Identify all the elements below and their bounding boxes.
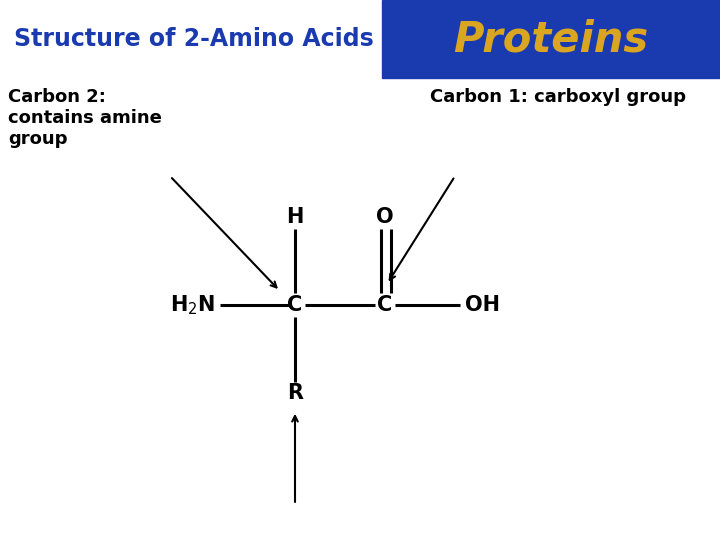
Text: Proteins: Proteins <box>453 18 649 60</box>
Text: O: O <box>376 207 394 227</box>
Text: C: C <box>287 295 302 315</box>
Text: Carbon 1: carboxyl group: Carbon 1: carboxyl group <box>430 88 686 106</box>
Text: OH: OH <box>465 295 500 315</box>
Text: H: H <box>287 207 304 227</box>
Text: Structure of 2-Amino Acids: Structure of 2-Amino Acids <box>14 27 374 51</box>
Text: C: C <box>377 295 392 315</box>
Text: Carbon 2:
contains amine
group: Carbon 2: contains amine group <box>8 88 162 147</box>
Text: R: R <box>287 383 303 403</box>
Text: H$_2$N: H$_2$N <box>170 293 215 317</box>
